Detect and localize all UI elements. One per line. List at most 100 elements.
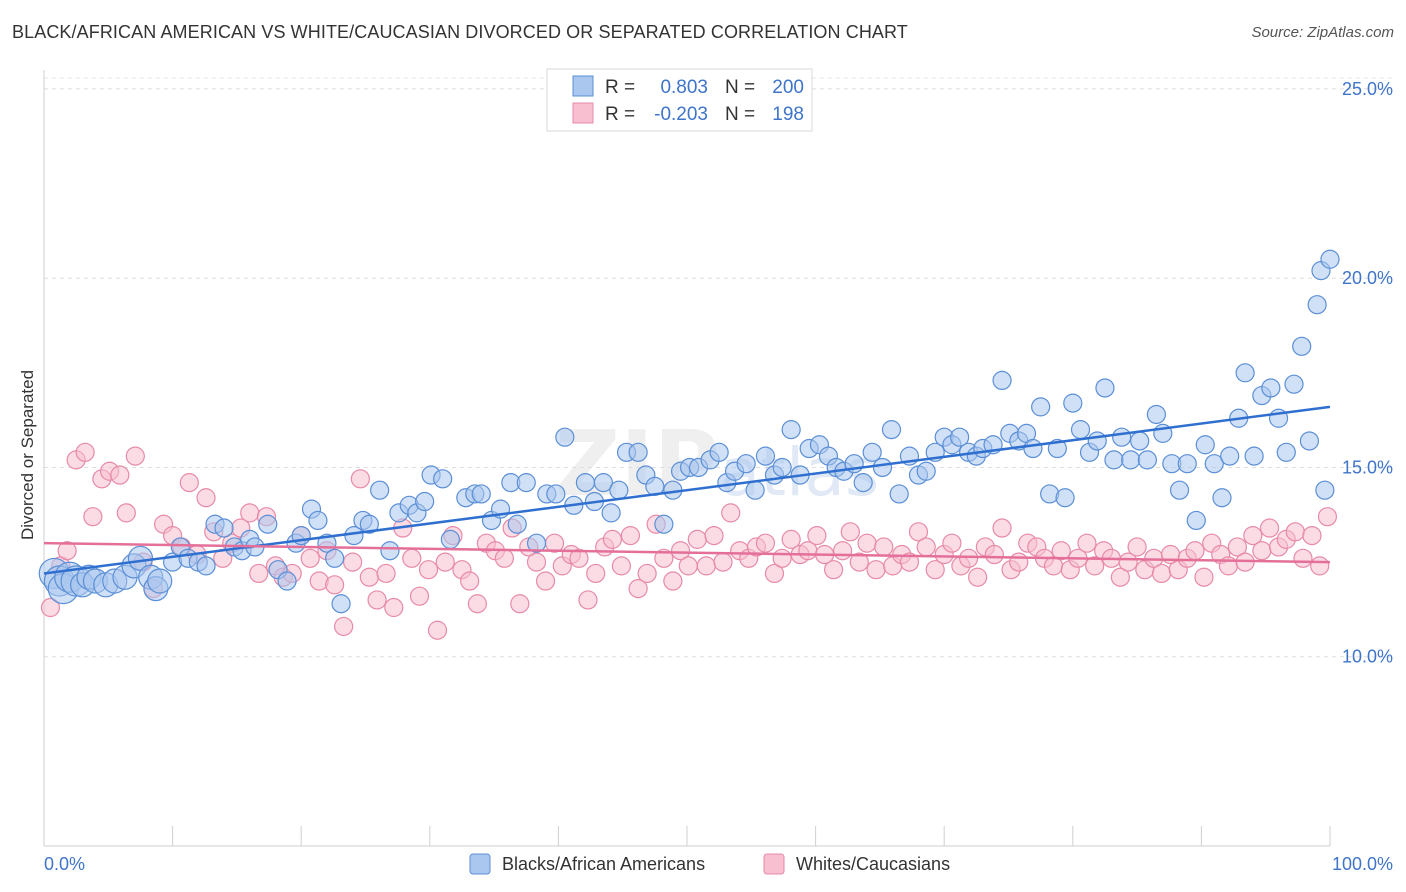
point-blacks (277, 571, 297, 591)
point-whites (857, 533, 877, 553)
point-whites (535, 571, 556, 591)
point-whites (1227, 537, 1248, 557)
point-blacks (745, 480, 765, 500)
point-blacks (872, 457, 893, 478)
point-blacks (1023, 438, 1043, 459)
point-blacks (1299, 431, 1320, 451)
point-whites (116, 503, 136, 523)
point-whites (402, 548, 422, 568)
point-whites (824, 560, 844, 580)
point-blacks (359, 514, 379, 534)
trend-line-whites (43, 541, 1331, 564)
point-blacks (1146, 404, 1166, 425)
point-whites (359, 567, 379, 587)
point-blacks (1220, 446, 1240, 466)
point-blacks (1320, 249, 1340, 269)
point-blacks (1244, 446, 1264, 466)
point-blacks (862, 442, 882, 462)
point-whites (57, 541, 77, 561)
point-blacks (1104, 450, 1124, 470)
point-whites (196, 488, 216, 508)
y-axis-title: Divorced or Separated (18, 370, 37, 540)
point-blacks (433, 469, 453, 489)
point-whites (678, 556, 698, 576)
chart-title: BLACK/AFRICAN AMERICAN VS WHITE/CAUCASIA… (12, 22, 908, 42)
x-tick-label-max: 100.0% (1332, 854, 1393, 874)
point-blacks (1169, 480, 1190, 500)
point-whites (687, 529, 707, 549)
point-whites (1285, 522, 1305, 542)
point-blacks (1204, 454, 1224, 474)
point-whites (110, 465, 130, 485)
point-whites (807, 525, 827, 546)
point-blacks (507, 514, 527, 534)
point-whites (418, 560, 439, 580)
point-blacks (1137, 450, 1157, 470)
point-whites (1194, 567, 1214, 587)
legend-r-label-pink: R = (605, 104, 635, 125)
point-whites (916, 537, 936, 557)
point-blacks (258, 514, 278, 534)
point-blacks (755, 446, 776, 466)
point-blacks (546, 484, 566, 504)
point-whites (670, 541, 691, 561)
point-blacks (1261, 378, 1281, 398)
point-whites (384, 597, 404, 618)
point-whites (654, 548, 674, 568)
bottom-legend: Blacks/African Americans Whites/Caucasia… (469, 853, 950, 875)
point-blacks (916, 461, 936, 481)
point-blacks (950, 427, 970, 447)
point-blacks (992, 370, 1012, 390)
point-whites (325, 575, 345, 595)
point-whites (721, 503, 741, 523)
series-whites-points (40, 442, 1338, 640)
point-blacks (1070, 420, 1091, 440)
point-blacks (593, 473, 614, 493)
point-whites (611, 556, 632, 576)
point-whites (586, 563, 606, 584)
point-blacks (415, 491, 435, 512)
point-whites (125, 446, 145, 466)
point-whites (840, 522, 860, 542)
point-blacks (196, 556, 216, 576)
point-blacks (889, 484, 909, 504)
point-whites (1302, 525, 1322, 546)
legend-r-value-pink: -0.203 (654, 104, 708, 125)
point-whites (968, 567, 988, 587)
point-blacks (331, 594, 351, 614)
point-whites (764, 563, 785, 584)
y-tick-label: 10.0% (1342, 647, 1393, 667)
point-whites (350, 469, 370, 489)
point-whites (772, 548, 792, 568)
point-blacks (1031, 397, 1051, 417)
point-whites (343, 552, 363, 572)
bottom-legend-label-blue: Blacks/African Americans (502, 854, 705, 874)
point-whites (637, 563, 657, 584)
point-whites (1252, 541, 1272, 561)
point-blacks (1186, 510, 1206, 531)
legend-n-label-pink: N = (725, 104, 755, 125)
point-whites (849, 552, 869, 572)
bottom-legend-swatch-pink (763, 853, 785, 875)
point-whites (1310, 556, 1330, 576)
point-whites (467, 594, 487, 614)
point-whites (755, 533, 776, 553)
point-blacks (575, 473, 596, 493)
point-blacks (709, 442, 729, 462)
point-whites (1110, 567, 1130, 587)
point-blacks (1235, 363, 1255, 383)
point-blacks (471, 484, 491, 504)
legend-n-value-pink: 198 (772, 104, 804, 125)
legend-n-value-blue: 200 (772, 77, 804, 98)
point-whites (620, 525, 641, 546)
point-whites (1127, 537, 1147, 557)
legend-r-value-blue: 0.803 (660, 77, 708, 98)
point-blacks (1130, 431, 1150, 451)
point-whites (83, 507, 103, 527)
point-whites (908, 522, 929, 542)
y-tick-labels: 10.0% 15.0% 20.0% 25.0% (1342, 79, 1393, 667)
point-blacks (1121, 450, 1141, 470)
point-blacks (555, 427, 575, 447)
point-blacks (214, 518, 234, 538)
